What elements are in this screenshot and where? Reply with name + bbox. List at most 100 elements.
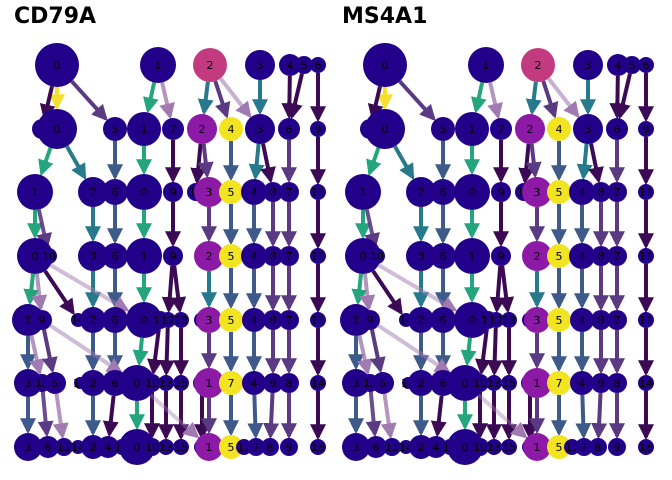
node-circle — [41, 248, 57, 264]
node-label: 7 — [556, 377, 563, 390]
node-circle — [345, 238, 381, 274]
node-label: 5 — [440, 123, 447, 136]
node-circle — [372, 372, 394, 394]
edge-arrow — [263, 392, 280, 440]
cluster-node: 7 — [607, 182, 627, 202]
node-circle — [143, 374, 161, 392]
cluster-node: 8 — [263, 246, 283, 266]
cluster-node: 3 — [196, 307, 222, 333]
cluster-node: 13 — [486, 439, 502, 455]
node-label: 6 — [440, 250, 447, 263]
node-label: 0 — [134, 377, 141, 390]
node-label: 2 — [207, 59, 214, 72]
edges-layer — [348, 73, 654, 441]
node-label: 0 — [382, 59, 389, 72]
edge-arrow — [377, 323, 451, 374]
node-label: 8 — [595, 441, 602, 454]
nodes-layer: 0123456805172436912609103548711010361925… — [340, 43, 654, 465]
node-circle — [44, 372, 66, 394]
node-circle — [638, 57, 654, 73]
node-label: 2 — [206, 250, 213, 263]
node-circle — [310, 57, 326, 73]
node-label: 9 — [286, 441, 293, 454]
node-circle — [196, 307, 222, 333]
cluster-node: 10 — [471, 374, 489, 392]
cluster-node: 11 — [383, 438, 401, 456]
node-circle — [245, 50, 275, 80]
node-circle — [102, 243, 128, 269]
node-circle — [431, 117, 455, 141]
node-label: 6 — [440, 377, 447, 390]
cluster-node: 3 — [573, 50, 603, 80]
cluster-node: 8 — [591, 246, 611, 266]
cluster-node: 0 — [447, 365, 483, 401]
node-label: 9 — [270, 377, 277, 390]
node-circle — [363, 43, 407, 87]
cluster-node: 2 — [194, 241, 224, 271]
edge-arrow — [365, 391, 382, 438]
edge-arrow — [197, 143, 214, 179]
cluster-node: 9 — [491, 182, 511, 202]
cluster-node: 0 — [126, 302, 162, 338]
cluster-node: 2 — [408, 307, 434, 333]
cluster-node: 11 — [638, 184, 654, 200]
node-circle — [547, 371, 571, 395]
node-label: 7 — [286, 186, 293, 199]
edge-arrow — [29, 335, 45, 376]
node-label: 5 — [556, 314, 563, 327]
node-label: 4 — [579, 186, 586, 199]
edge-arrow — [49, 323, 123, 374]
cluster-node: 0 — [35, 43, 79, 87]
node-circle — [80, 370, 106, 396]
cluster-node: 11 — [638, 312, 654, 328]
cluster-node: 7 — [547, 371, 571, 395]
node-label: 0 — [382, 123, 389, 136]
cluster-node: 15 — [501, 375, 517, 391]
clustree-plot-cd79a: 0123456805172436912609103548711010361925… — [12, 43, 326, 465]
cluster-node: 4 — [279, 54, 301, 76]
edge-arrow — [149, 393, 200, 439]
node-circle — [32, 310, 52, 330]
edge-arrow — [364, 209, 380, 250]
node-circle — [365, 436, 387, 458]
cluster-node: 2 — [78, 177, 108, 207]
node-label: 0 — [360, 250, 367, 263]
node-label: 7 — [498, 123, 505, 136]
cluster-node: 2 — [515, 114, 545, 144]
node-circle — [547, 435, 571, 459]
cluster-node: 1 — [195, 433, 223, 461]
node-circle — [406, 177, 436, 207]
node-circle — [143, 438, 161, 456]
node-circle — [162, 118, 184, 140]
panel-cd79a: 0123456805172436912609103548711010361925… — [12, 4, 326, 465]
cluster-node: 6 — [102, 243, 128, 269]
node-label: 3 — [25, 441, 32, 454]
edge-arrow — [489, 265, 506, 314]
node-label: 0 — [32, 250, 39, 263]
node-label: 0 — [54, 59, 61, 72]
node-circle — [263, 310, 283, 330]
node-label: 11 — [639, 186, 653, 199]
node-label: 8 — [267, 441, 274, 454]
cluster-node: 14 — [638, 375, 654, 391]
node-circle — [447, 429, 483, 465]
node-circle — [78, 241, 108, 271]
cluster-node: 7 — [279, 182, 299, 202]
edge-arrow — [142, 82, 159, 114]
node-circle — [501, 312, 517, 328]
node-label: 5 — [301, 59, 308, 72]
node-label: 5 — [228, 314, 235, 327]
node-label: 7 — [286, 314, 293, 327]
cluster-node: 1 — [126, 238, 162, 274]
node-label: 5 — [52, 377, 59, 390]
node-label: 3 — [257, 59, 264, 72]
edge-arrow — [31, 273, 48, 312]
node-label: 10 — [145, 441, 159, 454]
node-label: 2 — [418, 314, 425, 327]
node-circle — [425, 436, 447, 458]
node-label: 0 — [469, 186, 476, 199]
edge-arrow — [398, 79, 436, 121]
node-circle — [522, 241, 552, 271]
cluster-node: 15 — [173, 375, 189, 391]
node-label: 1 — [141, 123, 148, 136]
